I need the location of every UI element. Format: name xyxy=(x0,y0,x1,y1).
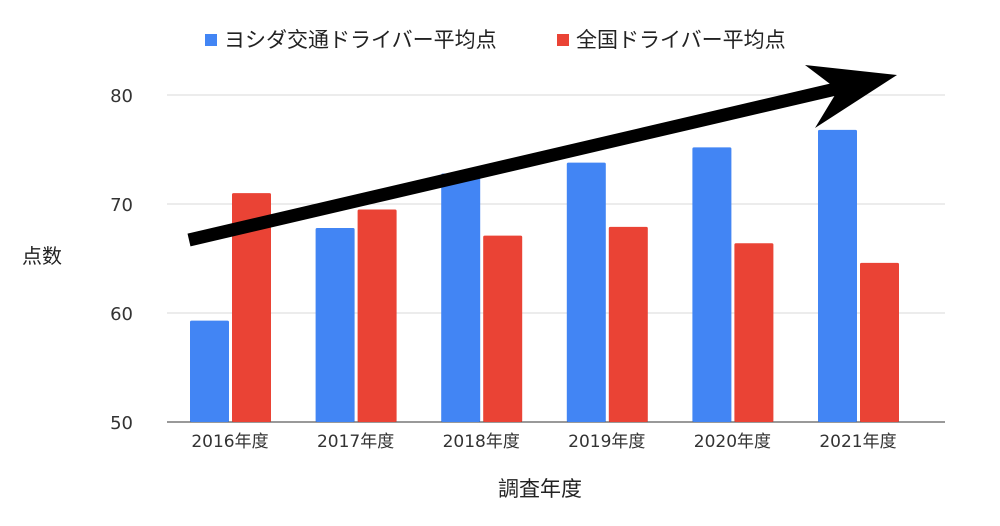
legend-label-series-2: 全国ドライバー平均点 xyxy=(576,28,786,52)
x-tick-label: 2019年度 xyxy=(568,432,645,452)
bar-series-2-2019年度 xyxy=(608,226,648,422)
trend-arrow-icon xyxy=(187,65,897,247)
y-tick-labels: 50 60 70 80 xyxy=(110,86,133,434)
x-tick-label: 2018年度 xyxy=(443,432,520,452)
bar-series-1-2016年度 xyxy=(190,320,229,422)
y-axis-title: 点数 xyxy=(22,244,62,268)
y-tick-label: 80 xyxy=(110,86,133,107)
bar-series-1-2021年度 xyxy=(818,129,857,422)
x-axis-title: 調査年度 xyxy=(498,477,582,501)
bar-series-1-2020年度 xyxy=(692,147,732,422)
x-tick-label: 2021年度 xyxy=(819,432,896,452)
bar-series-1-2017年度 xyxy=(315,227,355,422)
x-tick-label: 2017年度 xyxy=(317,432,394,452)
bar-series-2-2016年度 xyxy=(232,193,271,422)
legend-swatch-series-1 xyxy=(205,34,217,46)
x-tick-labels: 2016年度 2017年度 2018年度 2019年度 2020年度 2021年度 xyxy=(191,432,896,452)
bar-series-2-2017年度 xyxy=(357,209,397,422)
bar-series-1-2018年度 xyxy=(441,173,481,422)
legend: ヨシダ交通ドライバー平均点 全国ドライバー平均点 xyxy=(205,28,786,52)
bar-series-2-2021年度 xyxy=(860,262,899,422)
y-tick-label: 60 xyxy=(110,304,133,325)
y-tick-label: 50 xyxy=(110,413,133,434)
legend-label-series-1: ヨシダ交通ドライバー平均点 xyxy=(224,28,497,52)
x-tick-label: 2020年度 xyxy=(694,432,771,452)
bar-series-1-2019年度 xyxy=(566,162,606,422)
bar-series-2-2020年度 xyxy=(734,243,774,422)
bars xyxy=(190,129,899,422)
y-tick-label: 70 xyxy=(110,195,133,216)
bar-series-2-2018年度 xyxy=(483,235,523,422)
legend-swatch-series-2 xyxy=(557,34,569,46)
x-tick-label: 2016年度 xyxy=(191,432,268,452)
